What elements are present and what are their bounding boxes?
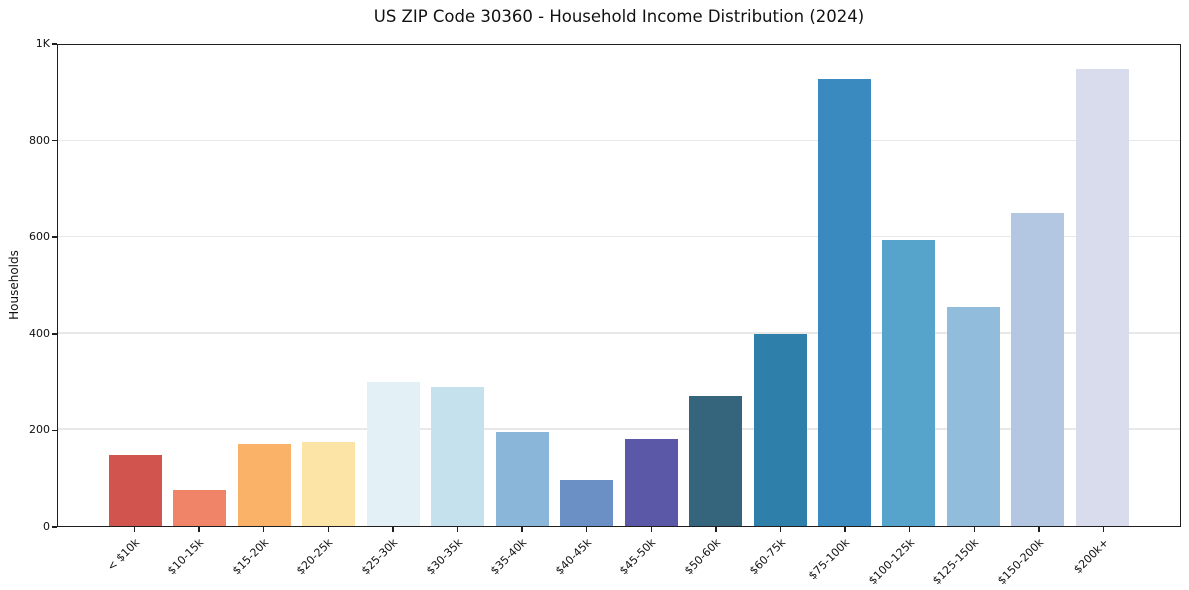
- bar-200k: [1075, 69, 1129, 526]
- bar-150-200k: [1011, 213, 1065, 526]
- x-tick-mark-9: [715, 527, 717, 532]
- plot-area: [57, 44, 1181, 527]
- x-tick-mark-13: [973, 527, 976, 532]
- x-tick-mark-3: [327, 527, 330, 532]
- bar-30-35k: [431, 386, 485, 526]
- chart-title: US ZIP Code 30360 - Household Income Dis…: [373, 7, 865, 26]
- x-tick-mark-12: [908, 527, 911, 532]
- x-tick-mark-4: [392, 527, 394, 532]
- y-tick-mark-0: [52, 526, 57, 528]
- y-axis-label: Households: [7, 250, 21, 320]
- bar-10k: [109, 454, 162, 526]
- gridline-800: [58, 139, 1180, 142]
- y-tick-label-400: 400: [29, 326, 50, 340]
- y-tick-label-200: 200: [29, 423, 50, 437]
- bar-50-60k: [689, 396, 743, 526]
- bar-45-50k: [624, 439, 678, 526]
- y-tick-mark-800: [52, 139, 57, 142]
- bar-25-30k: [366, 381, 420, 526]
- x-tick-mark-1: [198, 527, 200, 532]
- x-tick-label-0: < $10k: [104, 536, 142, 574]
- x-tick-mark-10: [779, 527, 782, 532]
- x-tick-mark-7: [585, 527, 588, 532]
- x-tick-mark-2: [262, 527, 265, 532]
- x-tick-mark-6: [521, 527, 523, 532]
- bars-row: [58, 45, 1180, 526]
- y-tick-mark-200: [52, 429, 57, 432]
- gridline-600: [58, 235, 1180, 238]
- bar-20-25k: [302, 441, 356, 526]
- bar-75-100k: [817, 78, 871, 526]
- y-tick-label-0: 0: [43, 520, 50, 533]
- x-tick-mark-15: [1102, 527, 1105, 532]
- bar-40-45k: [560, 480, 614, 526]
- y-tick-mark-400: [52, 333, 57, 335]
- y-tick-label-600: 600: [29, 230, 50, 244]
- y-tick-mark-1K: [52, 43, 57, 45]
- gridline-400: [58, 332, 1180, 334]
- bar-35-40k: [495, 432, 549, 526]
- x-tick-mark-14: [1038, 527, 1040, 532]
- bar-125-150k: [946, 307, 1000, 526]
- gridline-200: [58, 428, 1180, 430]
- x-tick-mark-11: [844, 527, 846, 532]
- bar-15-20k: [237, 444, 291, 526]
- x-tick-mark-0: [133, 527, 136, 532]
- bar-60-75k: [753, 333, 807, 526]
- bar-100-125k: [882, 239, 936, 526]
- y-tick-label-1K: 1K: [35, 37, 50, 50]
- y-tick-label-800: 800: [29, 133, 50, 147]
- y-tick-mark-600: [52, 236, 57, 238]
- x-tick-mark-8: [650, 527, 653, 532]
- x-tick-mark-5: [456, 527, 459, 532]
- bar-10-15k: [173, 489, 227, 526]
